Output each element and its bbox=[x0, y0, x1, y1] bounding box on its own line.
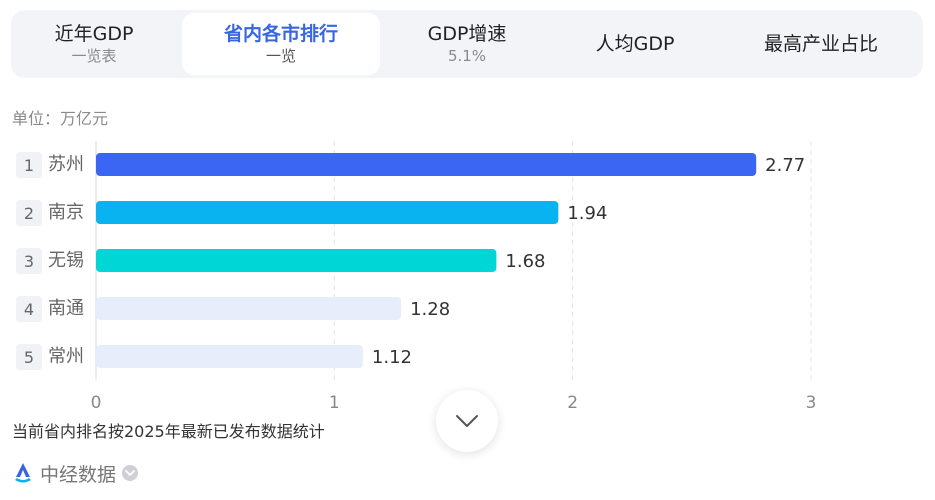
tab-sublabel: 一览 bbox=[265, 47, 296, 65]
rank-number: 5 bbox=[16, 344, 42, 370]
tab-top-industry-share[interactable]: 最高产业占比 bbox=[722, 13, 920, 75]
tab-sublabel: 一览表 bbox=[71, 47, 117, 65]
bar-value-label: 1.28 bbox=[410, 299, 450, 320]
tab-bar: 近年GDP 一览表 省内各市排行 一览 GDP增速 5.1% 人均GDP 最高产… bbox=[11, 10, 923, 78]
bar[interactable] bbox=[96, 201, 559, 224]
chevron-down-icon bbox=[456, 415, 478, 427]
unit-label: 单位：万亿元 bbox=[12, 109, 109, 128]
city-label: 南京 bbox=[48, 202, 84, 223]
bar[interactable] bbox=[96, 297, 402, 320]
rank-number: 2 bbox=[16, 200, 42, 226]
brand-name: 中经数据 bbox=[40, 463, 117, 486]
tab-label: 近年GDP bbox=[54, 23, 134, 45]
tab-label: 人均GDP bbox=[595, 33, 675, 55]
x-tick-label: 3 bbox=[806, 393, 817, 413]
bar-value-label: 2.77 bbox=[765, 155, 805, 176]
city-label: 常州 bbox=[48, 346, 84, 367]
brand-dropdown-icon bbox=[122, 465, 139, 481]
tab-label: 省内各市排行 bbox=[223, 23, 338, 45]
bar-value-label: 1.12 bbox=[372, 347, 412, 368]
bar[interactable] bbox=[96, 249, 497, 272]
tab-label: GDP增速 bbox=[427, 23, 507, 45]
tab-per-capita-gdp[interactable]: 人均GDP bbox=[536, 13, 734, 75]
tab-gdp-growth[interactable]: GDP增速 5.1% bbox=[368, 13, 566, 75]
gdp-ranking-chart: 0 1 2 3 2.77 1.94 1.68 1.28 1.12 1 苏州 2 南京 3 无锡 4 南通 5 常州 bbox=[0, 135, 935, 415]
rank-number: 1 bbox=[16, 152, 42, 178]
bar-value-label: 1.68 bbox=[505, 251, 545, 272]
footnote: 当前省内排名按2025年最新已发布数据统计 bbox=[12, 422, 325, 441]
tab-sublabel: 5.1% bbox=[447, 47, 487, 65]
zhongjing-logo-icon bbox=[15, 463, 31, 483]
rank-number: 3 bbox=[16, 248, 42, 274]
city-label: 无锡 bbox=[48, 250, 84, 271]
x-tick-label: 0 bbox=[91, 393, 102, 413]
expand-button[interactable] bbox=[436, 390, 498, 452]
bar[interactable] bbox=[96, 153, 757, 176]
bar[interactable] bbox=[96, 345, 363, 368]
brand[interactable]: 中经数据 bbox=[12, 460, 139, 486]
tab-label: 最高产业占比 bbox=[763, 33, 878, 55]
tab-city-ranking[interactable]: 省内各市排行 一览 bbox=[182, 13, 380, 75]
x-tick-label: 1 bbox=[329, 393, 340, 413]
tab-recent-gdp[interactable]: 近年GDP 一览表 bbox=[0, 13, 193, 75]
x-tick-label: 2 bbox=[567, 393, 578, 413]
city-label: 苏州 bbox=[48, 154, 84, 175]
bar-value-label: 1.94 bbox=[567, 203, 607, 224]
rank-number: 4 bbox=[16, 296, 42, 322]
bar-chart-svg: 0 1 2 3 2.77 1.94 1.68 1.28 1.12 bbox=[91, 141, 817, 413]
city-label: 南通 bbox=[48, 298, 84, 319]
